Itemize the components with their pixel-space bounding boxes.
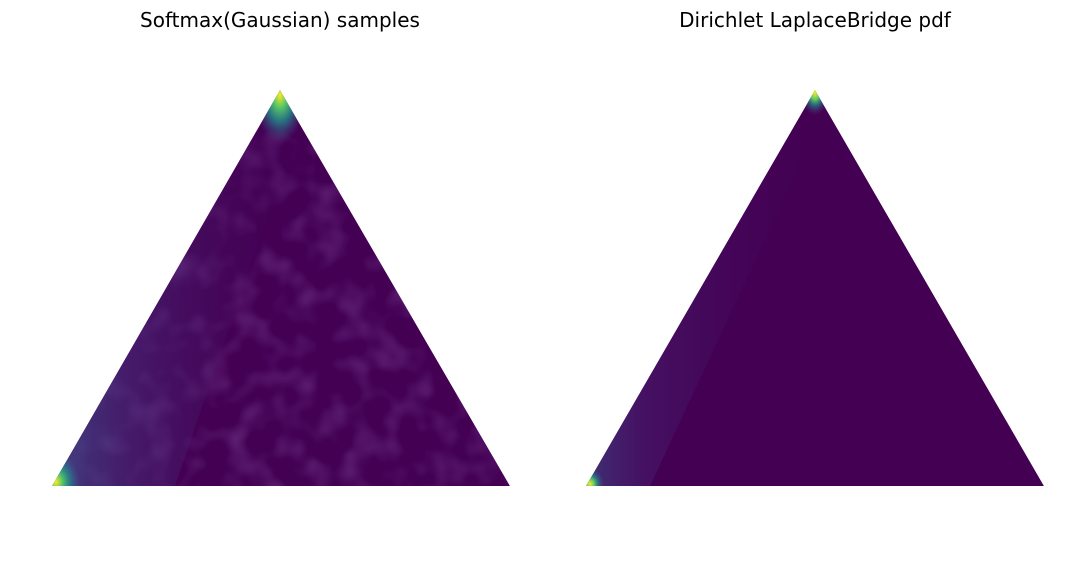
simplex-density-2 (586, 90, 1044, 486)
panel-title-2: Dirichlet LaplaceBridge pdf (679, 8, 952, 32)
bottom-left-vertex-hotspot-2 (586, 468, 604, 486)
simplex-density-1 (52, 90, 510, 486)
bottom-left-vertex-hotspot-1 (52, 452, 80, 486)
simplex-base-2 (586, 90, 1044, 486)
left-edge-gradient-1 (52, 90, 300, 486)
panel-dirichlet-laplacebridge: Dirichlet LaplaceBridge pdf (586, 8, 1044, 486)
panel-title-1: Softmax(Gaussian) samples (140, 8, 420, 32)
top-vertex-hotspot-2 (801, 90, 829, 115)
left-edge-gradient-2 (586, 90, 825, 486)
panel-softmax-gaussian: Softmax(Gaussian) samples (52, 8, 510, 486)
top-vertex-hotspot-1 (254, 90, 306, 143)
